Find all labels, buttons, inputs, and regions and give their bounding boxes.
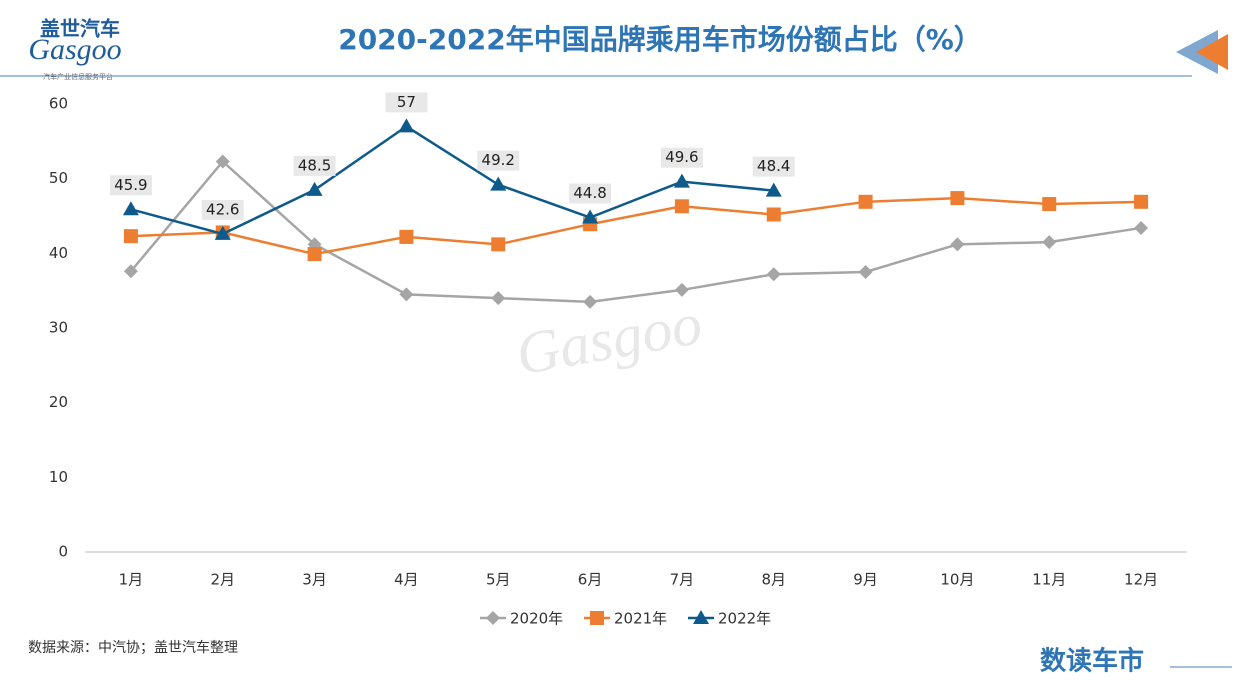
x-tick-label: 8月 <box>761 571 786 589</box>
data-point <box>1042 197 1057 212</box>
data-point <box>766 207 781 222</box>
source-note: 数据来源：中汽协；盖世汽车整理 <box>28 639 238 656</box>
logo-cn: 盖世汽车 <box>40 17 120 41</box>
data-point <box>1134 220 1149 235</box>
data-point <box>215 154 230 169</box>
data-point <box>123 264 138 279</box>
chart-title: 2020-2022年中国品牌乘用车市场份额占比（%） <box>338 23 982 56</box>
data-point <box>674 199 689 214</box>
watermark-logo: Gasgoo <box>511 290 706 387</box>
series-line <box>129 159 1142 304</box>
y-tick-label: 40 <box>49 244 68 262</box>
data-point <box>950 237 965 252</box>
x-tick-label: 4月 <box>394 571 419 589</box>
data-point <box>583 294 598 309</box>
data-point <box>399 229 414 244</box>
data-label: 57 <box>397 93 416 111</box>
footer-brand: 数读车市 <box>1040 646 1144 677</box>
series-line <box>130 196 1142 256</box>
logo-en: Gasgoo <box>28 33 121 66</box>
watermark: Gasgoo <box>511 290 706 387</box>
legend-label: 2022年 <box>718 610 771 628</box>
data-label: 45.9 <box>114 176 147 194</box>
data-point <box>858 194 873 209</box>
data-point <box>398 118 415 133</box>
legend-marker <box>590 611 604 625</box>
data-point <box>766 267 781 282</box>
x-tick-label: 12月 <box>1124 571 1158 589</box>
data-label-bg <box>385 92 428 113</box>
data-label-bg <box>752 156 795 177</box>
y-tick-label: 60 <box>49 95 68 113</box>
data-point <box>122 201 139 216</box>
legend-marker <box>693 610 709 624</box>
y-tick-label: 50 <box>49 169 68 187</box>
legend-marker <box>486 611 500 625</box>
data-label: 48.4 <box>757 157 790 175</box>
data-label: 48.5 <box>298 156 331 174</box>
data-point <box>214 225 231 240</box>
data-point <box>307 247 322 262</box>
x-tick-label: 3月 <box>302 571 327 589</box>
data-point <box>673 173 690 188</box>
x-tick-label: 11月 <box>1032 571 1066 589</box>
y-tick-label: 20 <box>49 393 68 411</box>
data-point <box>491 291 506 306</box>
data-point <box>123 229 138 244</box>
legend-label: 2020年 <box>510 610 563 628</box>
corner-icon <box>1196 34 1228 70</box>
data-label: 44.8 <box>573 184 606 202</box>
x-tick-label: 2月 <box>210 571 235 589</box>
data-label: 49.6 <box>665 148 698 166</box>
x-tick-label: 5月 <box>486 571 511 589</box>
data-point <box>491 237 506 252</box>
data-label: 49.2 <box>482 151 515 169</box>
data-point <box>582 209 599 224</box>
data-label-bg <box>109 175 152 196</box>
data-point <box>399 287 414 302</box>
data-label-bg <box>477 150 520 171</box>
x-tick-label: 1月 <box>119 571 144 589</box>
y-tick-label: 30 <box>49 319 68 337</box>
y-tick-label: 10 <box>49 468 68 486</box>
data-point <box>674 282 689 297</box>
data-label-bg <box>660 147 703 168</box>
series-line <box>130 124 774 236</box>
data-point <box>1042 235 1057 250</box>
data-point <box>306 181 323 196</box>
x-tick-label: 7月 <box>670 571 695 589</box>
y-tick-label: 0 <box>58 543 68 561</box>
data-point <box>950 191 965 206</box>
data-label-bg <box>201 199 244 220</box>
x-tick-label: 9月 <box>853 571 878 589</box>
data-point <box>765 182 782 197</box>
data-label-bg <box>293 155 336 176</box>
data-point <box>490 176 507 191</box>
legend-label: 2021年 <box>614 610 667 628</box>
x-tick-label: 6月 <box>578 571 603 589</box>
data-label: 42.6 <box>206 200 239 218</box>
data-label-bg <box>569 183 612 204</box>
x-tick-label: 10月 <box>940 571 974 589</box>
data-point <box>858 265 873 279</box>
data-point <box>1134 194 1149 209</box>
